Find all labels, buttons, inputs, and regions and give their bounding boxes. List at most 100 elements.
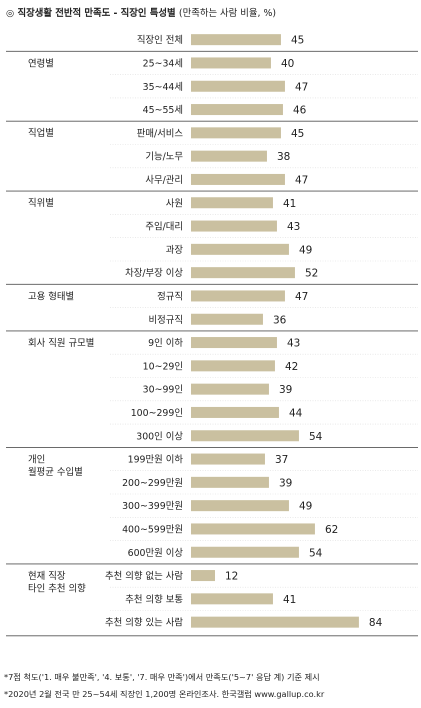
value-label: 47 bbox=[295, 174, 308, 186]
value-label: 49 bbox=[299, 501, 312, 513]
group-label-line: 직업별 bbox=[28, 127, 54, 139]
value-label: 37 bbox=[275, 454, 288, 466]
category-label: 100~299인 bbox=[131, 408, 183, 419]
bar bbox=[191, 173, 285, 185]
value-label: 41 bbox=[283, 594, 296, 606]
group-label: 직위별 bbox=[28, 198, 54, 209]
group-label: 회사 직원 규모별 bbox=[28, 338, 94, 349]
bar bbox=[191, 383, 269, 395]
bar bbox=[191, 500, 289, 512]
bar bbox=[191, 243, 289, 255]
value-label: 41 bbox=[283, 198, 296, 210]
group-label: 직업별 bbox=[28, 127, 54, 139]
value-label: 54 bbox=[309, 547, 323, 559]
category-label: 추천 의향 없는 사람 bbox=[105, 570, 183, 582]
bar bbox=[191, 523, 315, 535]
group-label-line: 연령별 bbox=[28, 57, 54, 69]
value-label: 43 bbox=[287, 338, 300, 350]
group-label: 고용 형태별 bbox=[28, 291, 74, 302]
category-label: 600만원 이상 bbox=[128, 548, 184, 559]
bar bbox=[191, 267, 295, 279]
value-label: 42 bbox=[285, 361, 298, 373]
category-label: 추천 의향 있는 사람 bbox=[105, 617, 183, 629]
category-label: 사무/관리 bbox=[145, 175, 183, 186]
group-label-line: 회사 직원 규모별 bbox=[28, 338, 94, 349]
group-label: 현재 직장 타인 추천 의향 bbox=[28, 571, 86, 595]
bar bbox=[191, 150, 267, 162]
group-label-line: 고용 형태별 bbox=[28, 291, 74, 302]
value-label: 43 bbox=[287, 221, 300, 233]
value-label: 49 bbox=[299, 244, 312, 256]
value-label: 62 bbox=[325, 524, 338, 536]
category-label: 직장인 전체 bbox=[137, 35, 183, 46]
category-label: 사원 bbox=[166, 198, 183, 209]
value-label: 44 bbox=[289, 407, 303, 419]
value-label: 45 bbox=[291, 128, 304, 140]
bar bbox=[191, 127, 281, 139]
group-label: 개인 월평균 수입별 bbox=[28, 454, 83, 478]
bar bbox=[191, 80, 285, 92]
bar bbox=[191, 313, 263, 325]
category-label: 정규직 bbox=[157, 291, 183, 302]
footnote-scale: *7점 척도('1. 매우 불만족', '4. 보통', '7. 매우 만족')… bbox=[4, 672, 320, 682]
bar bbox=[191, 220, 277, 232]
category-label: 기능/노무 bbox=[145, 152, 183, 163]
value-label: 39 bbox=[279, 477, 292, 489]
value-label: 40 bbox=[281, 58, 294, 70]
category-label: 주임/대리 bbox=[145, 221, 183, 233]
value-label: 45 bbox=[291, 35, 304, 47]
bar bbox=[191, 197, 273, 209]
category-label: 25~34세 bbox=[143, 58, 183, 69]
value-label: 84 bbox=[369, 617, 383, 629]
value-label: 39 bbox=[279, 384, 292, 396]
group-label-line: 타인 추천 의향 bbox=[28, 582, 86, 594]
bar bbox=[191, 546, 299, 558]
bar bbox=[191, 104, 283, 116]
category-label: 10~29인 bbox=[143, 361, 183, 372]
bar bbox=[191, 360, 275, 372]
category-label: 300~399만원 bbox=[122, 501, 183, 512]
category-label: 30~99인 bbox=[143, 385, 183, 396]
bar bbox=[191, 570, 215, 582]
bar bbox=[191, 290, 285, 302]
category-label: 400~599만원 bbox=[122, 524, 183, 535]
value-label: 46 bbox=[293, 105, 307, 117]
footnote-survey: *2020년 2월 전국 만 25~54세 직장인 1,200명 온라인조사. … bbox=[4, 689, 325, 699]
category-label: 200~299만원 bbox=[122, 478, 183, 489]
value-label: 47 bbox=[295, 291, 308, 303]
group-label-line: 월평균 수입별 bbox=[28, 466, 83, 478]
value-label: 38 bbox=[277, 151, 290, 163]
value-label: 47 bbox=[295, 81, 308, 93]
bar bbox=[191, 430, 299, 442]
value-label: 12 bbox=[225, 571, 238, 583]
category-label: 35~44세 bbox=[143, 82, 183, 93]
chart-title-sub: (만족하는 사람 비율, %) bbox=[178, 8, 277, 19]
bar bbox=[191, 34, 281, 46]
bar bbox=[191, 57, 271, 69]
category-label: 과장 bbox=[166, 245, 184, 256]
category-label: 차장/부장 이상 bbox=[125, 267, 183, 279]
value-label: 36 bbox=[273, 314, 287, 326]
bar bbox=[191, 476, 269, 488]
category-label: 45~55세 bbox=[143, 105, 183, 116]
bar bbox=[191, 453, 265, 465]
bar bbox=[191, 337, 277, 349]
chart-title-main: ◎ 직장생활 전반적 만족도 - 직장인 특성별 bbox=[6, 8, 176, 19]
category-label: 199만원 이하 bbox=[128, 455, 184, 466]
chart-title: ◎ 직장생활 전반적 만족도 - 직장인 특성별 (만족하는 사람 비율, %) bbox=[6, 5, 418, 19]
value-label: 54 bbox=[309, 431, 323, 443]
category-label: 비정규직 bbox=[148, 315, 183, 326]
bar bbox=[191, 406, 279, 418]
category-label: 300인 이상 bbox=[136, 431, 183, 442]
category-label: 판매/서비스 bbox=[137, 128, 184, 139]
bar bbox=[191, 593, 273, 605]
group-label-line: 직위별 bbox=[28, 198, 54, 209]
group-label-line: 개인 bbox=[28, 454, 45, 465]
category-label: 추천 의향 보통 bbox=[125, 593, 183, 605]
group-label: 연령별 bbox=[28, 57, 54, 69]
bar bbox=[191, 616, 359, 628]
category-label: 9인 이하 bbox=[148, 338, 183, 349]
group-label-line: 현재 직장 bbox=[28, 571, 66, 582]
value-label: 52 bbox=[305, 268, 318, 280]
